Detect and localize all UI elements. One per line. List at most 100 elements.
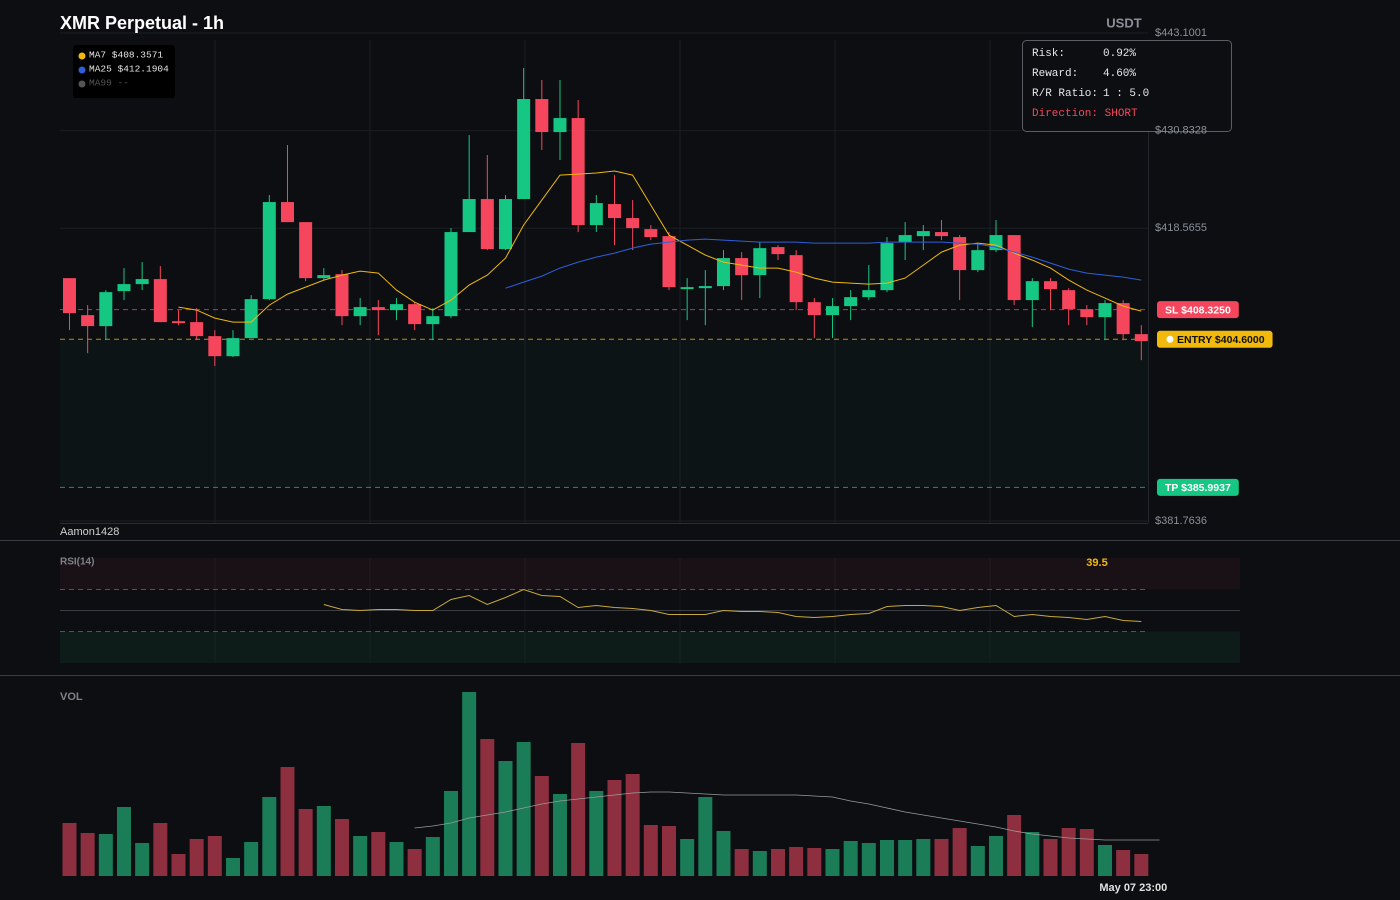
candle-body xyxy=(244,299,258,339)
volume-bar xyxy=(1116,850,1131,876)
volume-bar xyxy=(970,846,985,876)
volume-bar xyxy=(589,791,604,876)
volume-bar xyxy=(498,761,513,876)
volume-bar xyxy=(1134,854,1149,876)
candle-body xyxy=(1134,334,1148,342)
candle-body xyxy=(389,304,403,311)
ma-line xyxy=(178,170,1142,323)
volume-bar xyxy=(807,848,822,876)
candle-body xyxy=(444,232,458,317)
candle-body xyxy=(153,279,167,323)
risk-label: Reward: xyxy=(1032,68,1078,80)
volume-bar xyxy=(262,797,277,876)
legend-label: MA25 $412.1904 xyxy=(89,64,169,75)
candle-body xyxy=(553,118,567,133)
volume-bar xyxy=(116,807,131,876)
risk-label: R/R Ratio: xyxy=(1032,88,1098,100)
volume-bar xyxy=(789,847,804,876)
volume-bar xyxy=(371,832,386,876)
candle-body xyxy=(462,199,476,233)
risk-direction: Direction: SHORT xyxy=(1032,108,1138,120)
candle-body xyxy=(898,235,912,243)
volume-bar xyxy=(207,836,222,876)
oversold-zone xyxy=(60,631,1240,663)
candle-body xyxy=(190,322,204,337)
volume-bar xyxy=(462,692,477,876)
candle-body xyxy=(771,247,785,255)
candle-body xyxy=(480,199,494,250)
volume-bar xyxy=(189,839,204,876)
marks xyxy=(60,68,1160,876)
legend-swatch xyxy=(78,52,86,60)
level-badge xyxy=(1157,478,1239,496)
risk-label: Risk: xyxy=(1032,48,1065,60)
candle-body xyxy=(789,255,803,303)
candle-body xyxy=(208,336,222,357)
currency: USDT xyxy=(1106,15,1141,30)
volume-bar xyxy=(879,840,894,876)
volume-bar xyxy=(98,834,113,876)
candle-body xyxy=(62,278,76,314)
volume-bar xyxy=(625,774,640,876)
candle-body xyxy=(517,99,531,200)
candle-body xyxy=(735,258,749,276)
level-badge-label: ENTRY $404.6000 xyxy=(1177,334,1265,346)
risk-value: 0.92% xyxy=(1103,48,1136,60)
risk-value: 4.60% xyxy=(1103,68,1136,80)
volume-bar xyxy=(898,840,913,876)
legend-swatch xyxy=(78,66,86,74)
legend: MA7 $408.3571 MA25 $412.1904 MA99 -- xyxy=(78,50,169,89)
candle-body xyxy=(953,237,967,271)
y-tick-label: $430.8328 xyxy=(1155,125,1207,137)
legend-label: MA99 -- xyxy=(89,78,129,89)
volume-bar xyxy=(1025,832,1040,876)
candle-body xyxy=(571,118,585,226)
volume-bar xyxy=(80,833,95,876)
volume-bar xyxy=(298,809,313,876)
badge-dot xyxy=(1166,335,1174,343)
candle-body xyxy=(135,279,149,285)
volume-bar xyxy=(1007,815,1022,876)
candle-body xyxy=(753,248,767,276)
candle-body xyxy=(408,304,422,325)
volume-bar xyxy=(825,849,840,876)
level-badge xyxy=(1157,330,1273,348)
volume-bar xyxy=(680,839,695,876)
candle-body xyxy=(81,315,95,327)
candle-body xyxy=(680,287,694,290)
volume-bar xyxy=(62,823,77,876)
candle-body xyxy=(1043,281,1057,290)
rsi-title: RSI(14) xyxy=(60,557,94,568)
volume-bar xyxy=(988,836,1003,876)
volume-bar xyxy=(716,831,731,876)
volume-bar xyxy=(480,739,495,876)
candle-body xyxy=(117,284,131,292)
candle-body xyxy=(299,222,313,279)
x-tick-label: May 07 23:00 xyxy=(1099,882,1167,894)
candle-body xyxy=(644,229,658,238)
volume-bar xyxy=(225,858,240,876)
volume-bar xyxy=(934,839,949,876)
candle-body xyxy=(880,243,894,291)
candle-body xyxy=(1080,309,1094,318)
volume-bar xyxy=(353,836,368,876)
candle-body xyxy=(226,338,240,357)
volume-bar xyxy=(661,826,676,876)
volume-bar xyxy=(752,851,767,876)
volume-bar xyxy=(916,839,931,876)
candle-body xyxy=(1116,303,1130,335)
rsi-line xyxy=(323,588,1142,622)
candle-body xyxy=(353,307,367,317)
level-badge-label: TP $385.9937 xyxy=(1165,482,1231,494)
volume-bar xyxy=(425,837,440,876)
candle-body xyxy=(262,202,276,300)
vol-title: VOL xyxy=(60,691,83,703)
rsi-value: 39.5 xyxy=(1086,557,1107,569)
y-tick-label: $443.1001 xyxy=(1155,27,1207,39)
volume-ma-line xyxy=(414,791,1160,841)
volume-bar xyxy=(1079,829,1094,876)
risk-panel: Risk: 0.92% Reward: 4.60% R/R Ratio: 1 : 5.0 D… xyxy=(1022,40,1232,132)
candle-body xyxy=(626,218,640,229)
candle-body xyxy=(371,307,385,311)
